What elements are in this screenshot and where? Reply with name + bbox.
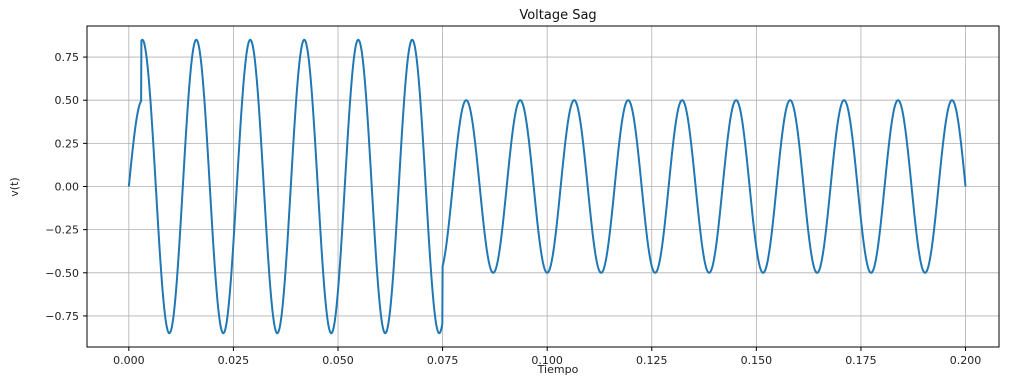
x-tick-label: 0.125: [636, 354, 668, 367]
grid-lines: [87, 26, 999, 347]
y-tick-label: 0.25: [55, 137, 80, 150]
x-tick-label: 0.000: [113, 354, 145, 367]
x-tick-label: 0.050: [322, 354, 354, 367]
y-tick-label: 0.75: [55, 51, 80, 64]
voltage-series-line: [127, 38, 967, 335]
x-tick-label: 0.200: [950, 354, 982, 367]
x-tick-label: 0.075: [427, 354, 459, 367]
x-tick-label: 0.150: [741, 354, 773, 367]
y-axis-label: v(t): [8, 177, 21, 196]
series-layer: [127, 38, 967, 335]
y-tick-label: −0.50: [45, 267, 79, 280]
x-tick-label: 0.100: [531, 354, 563, 367]
chart-title: Voltage Sag: [519, 8, 596, 23]
y-tick-label: 0.50: [55, 94, 80, 107]
x-tick-label: 0.175: [845, 354, 877, 367]
x-tick-label: 0.025: [218, 354, 250, 367]
y-tick-label: −0.75: [45, 310, 79, 323]
y-tick-label: −0.25: [45, 224, 79, 237]
y-tick-label: 0.00: [55, 181, 80, 194]
axis-ticks: 0.000 0.025 0.050 0.075 0.100 0.125 0.150 0.175…: [45, 51, 981, 367]
x-axis-label: Tiempo: [537, 363, 579, 376]
